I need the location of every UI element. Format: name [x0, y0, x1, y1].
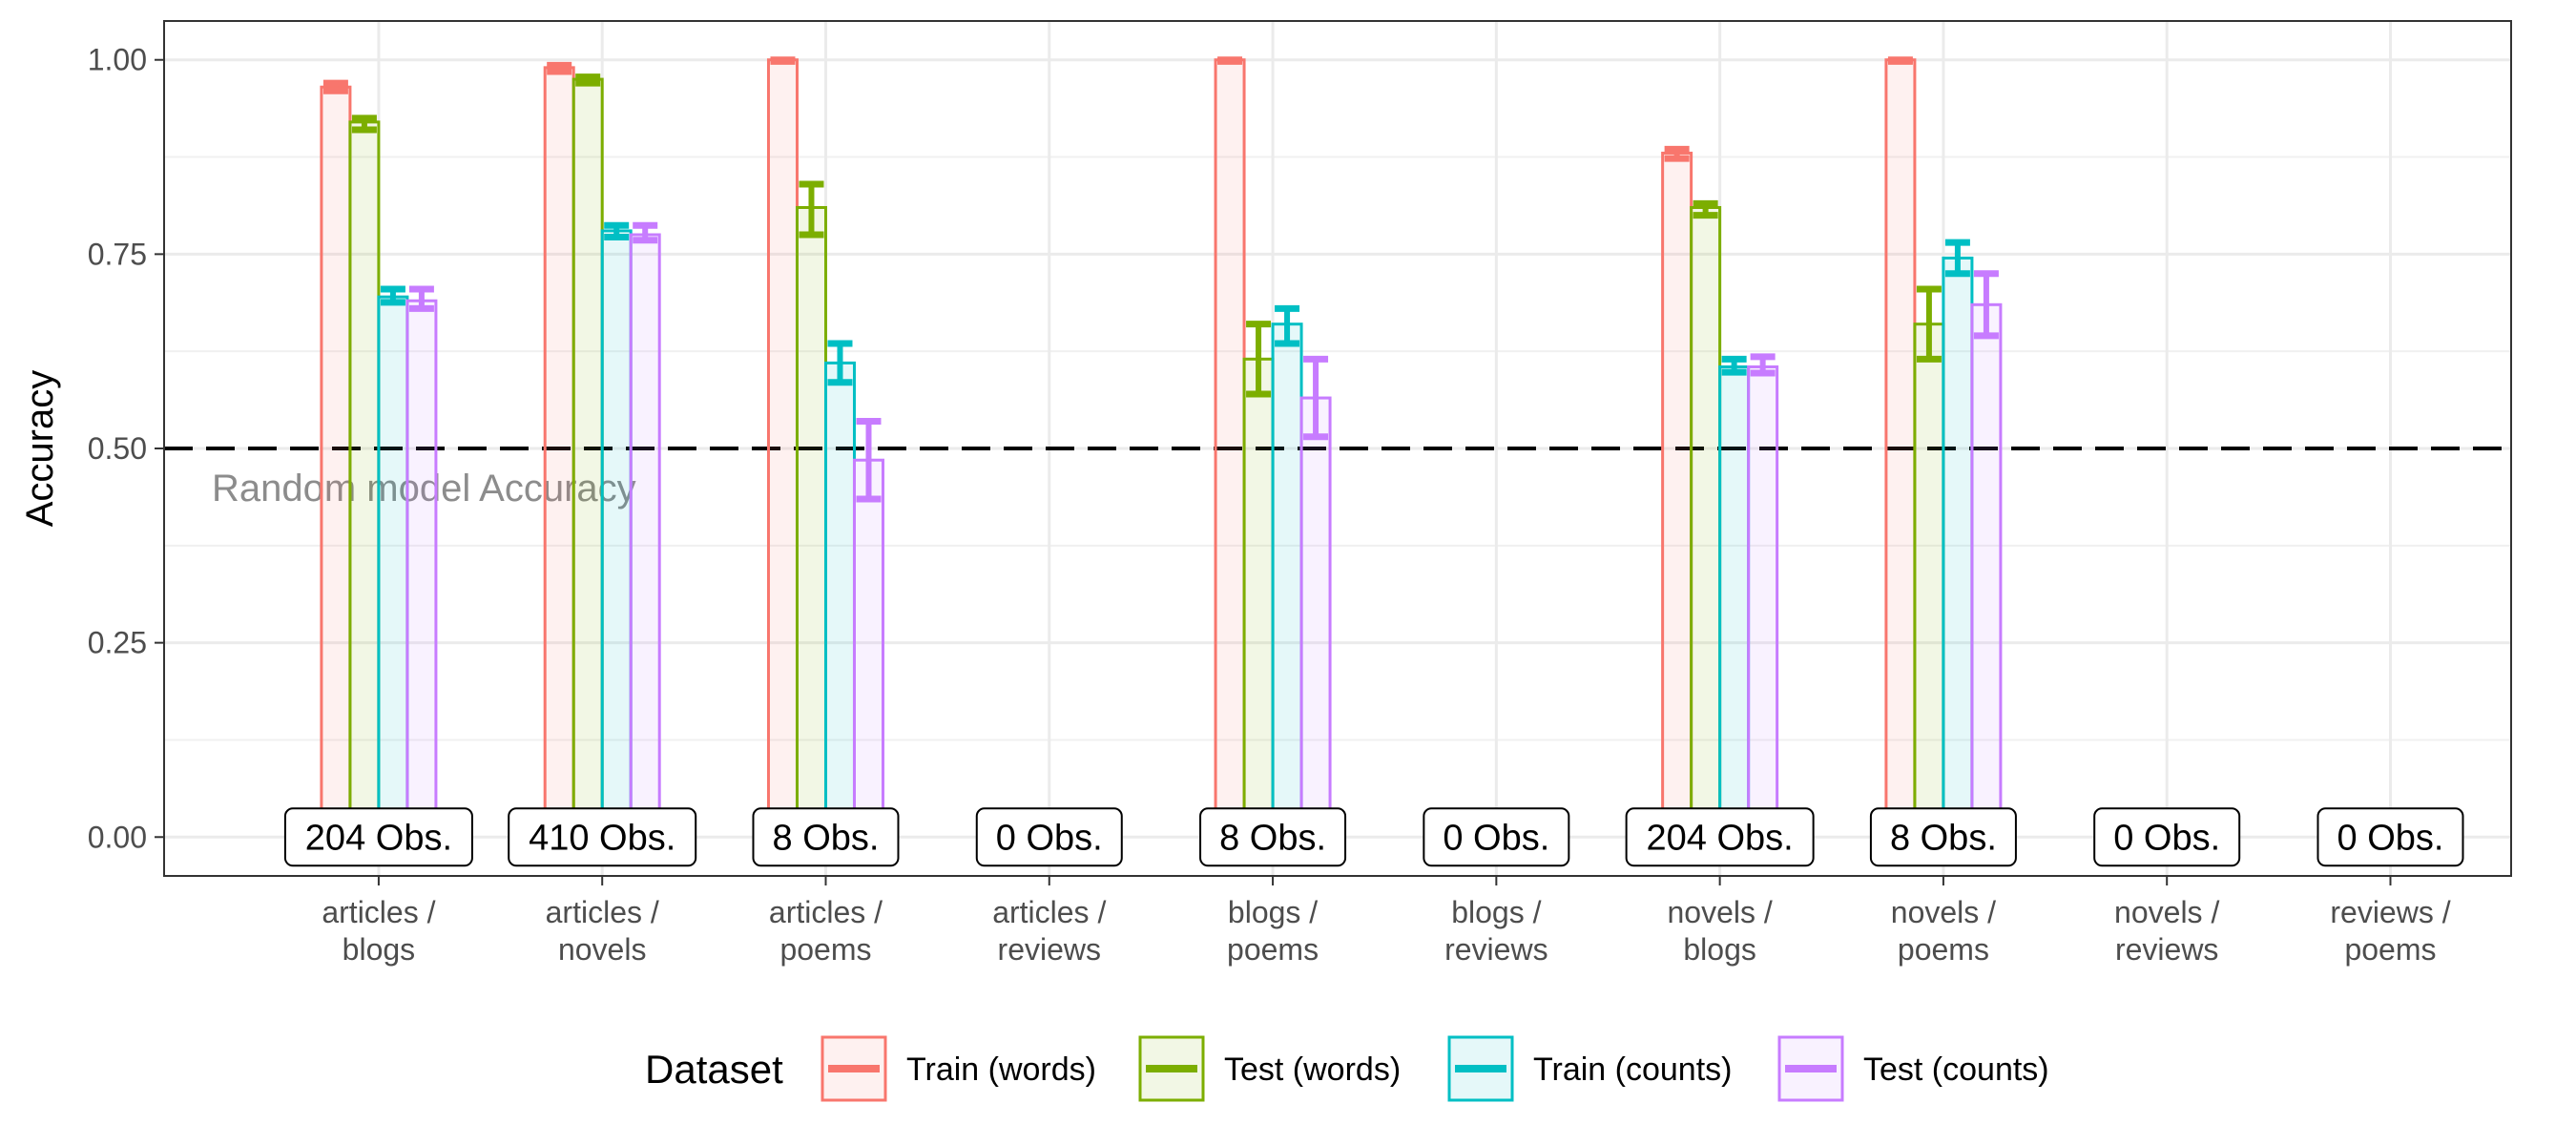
observation-label: 0 Obs. — [2113, 818, 2220, 858]
x-tick-label: poems — [1227, 932, 1319, 967]
legend-label: Test (counts) — [1863, 1051, 2049, 1088]
bar — [543, 66, 575, 839]
legend: Dataset Train (words) Test (words) Train (c… — [645, 1035, 2049, 1102]
bar — [629, 233, 661, 839]
observation-label: 0 Obs. — [1443, 818, 1549, 858]
observation-label-box — [2093, 807, 2241, 867]
observation-label: 0 Obs. — [2337, 818, 2444, 858]
observation-label-box — [2316, 807, 2464, 867]
x-tick-label: reviews — [1444, 932, 1548, 967]
observation-label-box — [1199, 807, 1347, 867]
observation-label-box — [752, 807, 900, 867]
y-tick-label: 0.00 — [88, 820, 147, 854]
x-tick-label: blogs — [343, 932, 416, 967]
bar — [852, 458, 884, 839]
legend-label: Train (counts) — [1533, 1051, 1732, 1088]
x-tick-label: reviews / — [2330, 895, 2450, 929]
x-tick-label: novels — [558, 932, 647, 967]
observation-label: 410 Obs. — [529, 818, 675, 858]
bar — [1661, 151, 1693, 839]
legend-label: Test (words) — [1224, 1051, 1401, 1088]
bar — [766, 58, 799, 839]
bar — [377, 295, 409, 839]
y-axis-title: Accuracy — [19, 370, 61, 528]
observation-label: 204 Obs. — [1647, 818, 1794, 858]
x-tick-label: novels / — [1667, 895, 1772, 929]
bar — [795, 205, 827, 839]
legend-label: Train (words) — [906, 1051, 1096, 1088]
y-axis: 0.00 0.25 0.50 0.75 1.00 — [88, 43, 164, 854]
bar — [405, 299, 438, 839]
x-tick-label: articles / — [769, 895, 883, 929]
x-tick-label: reviews — [2115, 932, 2218, 967]
bar — [1884, 58, 1917, 839]
x-tick-label: poems — [2344, 932, 2436, 967]
observation-label-box — [508, 807, 697, 867]
x-tick-label: articles / — [546, 895, 659, 929]
bar — [1942, 256, 1974, 839]
x-tick-label: poems — [1898, 932, 1989, 967]
x-tick-label: blogs / — [1228, 895, 1318, 929]
x-tick-label: poems — [779, 932, 871, 967]
bar — [1970, 302, 2003, 839]
observation-label-box — [975, 807, 1123, 867]
bar — [1299, 396, 1332, 839]
y-tick-label: 0.25 — [88, 626, 147, 660]
bar — [600, 229, 633, 839]
x-tick-label: novels / — [2114, 895, 2219, 929]
bar — [320, 85, 352, 839]
observation-label-box — [1625, 807, 1815, 867]
x-tick-label: novels / — [1891, 895, 1996, 929]
y-tick-label: 0.75 — [88, 237, 147, 271]
bar — [571, 77, 604, 839]
bar — [348, 120, 381, 839]
reference-line-label: Random model Accuracy — [212, 468, 636, 510]
bar — [1271, 323, 1303, 839]
bar — [1747, 364, 1779, 839]
bars — [320, 56, 2003, 839]
observation-label-box — [1423, 807, 1570, 867]
x-tick-label: blogs — [1683, 932, 1756, 967]
x-tick-label: articles / — [322, 895, 435, 929]
y-tick-label: 0.50 — [88, 431, 147, 466]
observation-label-box — [1869, 807, 2017, 867]
observation-labels: 204 Obs. 410 Obs. 8 Obs. 0 Obs. 8 Obs. 0 Obs.… — [283, 807, 2464, 867]
reference-line-group: Random model Accuracy — [164, 447, 2511, 510]
x-tick-label: reviews — [998, 932, 1101, 967]
bar — [1913, 323, 1945, 839]
bar — [823, 361, 856, 839]
bar — [1242, 357, 1275, 839]
x-tick-label: blogs / — [1451, 895, 1541, 929]
observation-label: 204 Obs. — [305, 818, 452, 858]
bar — [1718, 364, 1751, 839]
observation-label: 8 Obs. — [773, 818, 880, 858]
bar — [1214, 58, 1246, 839]
x-tick-label: articles / — [992, 895, 1106, 929]
y-tick-label: 1.00 — [88, 43, 147, 77]
observation-label: 8 Obs. — [1219, 818, 1326, 858]
observation-label: 0 Obs. — [996, 818, 1103, 858]
bar — [1690, 205, 1722, 839]
observation-label-box — [283, 807, 473, 867]
observation-label: 8 Obs. — [1890, 818, 1997, 858]
legend-title: Dataset — [645, 1047, 783, 1092]
